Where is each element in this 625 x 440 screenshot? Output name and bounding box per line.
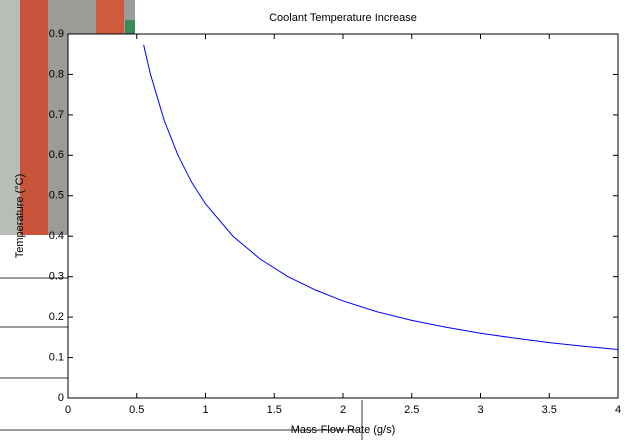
x-tick-label: 1.5	[267, 404, 282, 416]
x-tick-label: 2.5	[404, 404, 419, 416]
y-tick-label: 0.7	[49, 109, 64, 121]
x-tick-label: 4	[615, 404, 621, 416]
chart-title: Coolant Temperature Increase	[269, 12, 417, 24]
x-tick-label: 2	[340, 404, 346, 416]
x-tick-label: 3.5	[542, 404, 557, 416]
y-tick-label: 0.5	[49, 190, 64, 202]
x-tick-label: 0	[65, 404, 71, 416]
data-line	[143, 44, 619, 350]
y-tick-label: 0.6	[49, 149, 64, 161]
background-lines	[0, 277, 363, 440]
y-tick-label: 0.3	[49, 271, 64, 283]
y-tick-label: 0.2	[49, 311, 64, 323]
x-tick-label: 0.5	[129, 404, 144, 416]
y-tick-label: 0.9	[49, 28, 64, 40]
x-axis-label: Mass-Flow Rate (g/s)	[291, 424, 396, 436]
plot-area	[67, 33, 619, 399]
x-tick-label: 3	[477, 404, 483, 416]
y-tick-label: 0	[58, 392, 64, 404]
x-tick-label: 1	[202, 404, 208, 416]
y-axis-label: Temperature (°C)	[14, 174, 26, 258]
y-tick-label: 0.8	[49, 68, 64, 80]
y-tick-label: 0.1	[49, 351, 64, 363]
y-tick-label: 0.4	[49, 230, 64, 242]
